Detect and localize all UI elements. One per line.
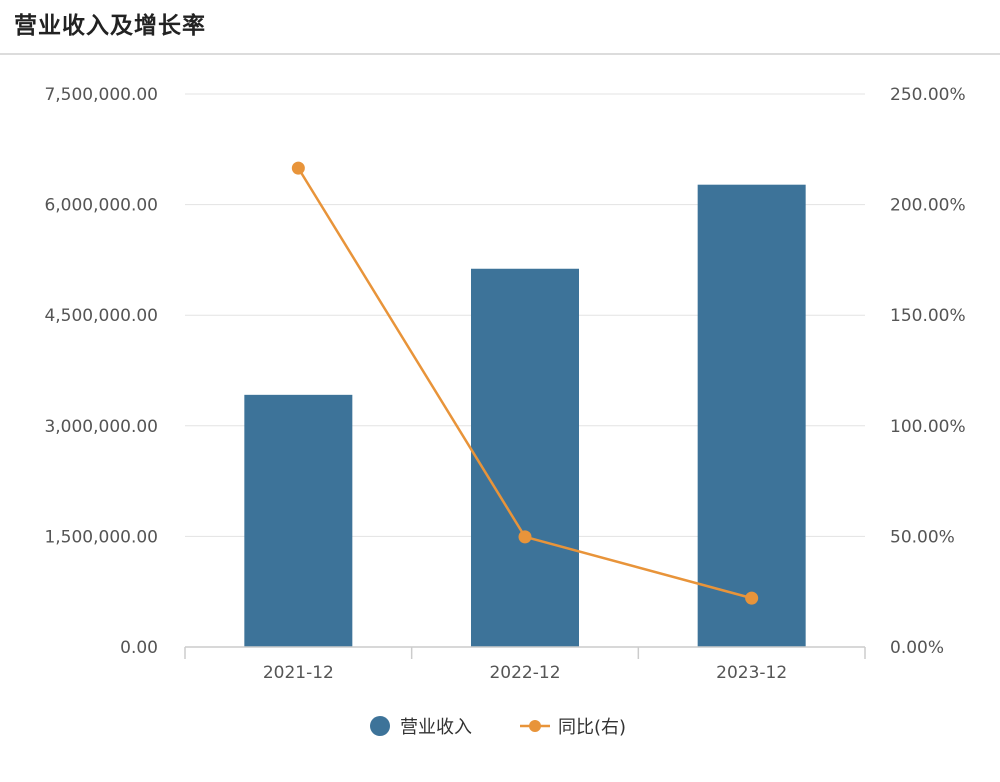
left-tick-label: 7,500,000.00	[44, 85, 158, 105]
x-tick-label: 2021-12	[263, 663, 334, 683]
chart-title: 营业收入及增长率	[14, 13, 206, 39]
bar-series	[244, 184, 806, 647]
legend-line-marker	[529, 720, 541, 732]
left-tick-label: 4,500,000.00	[44, 306, 158, 326]
bar	[471, 268, 579, 647]
left-tick-label: 1,500,000.00	[44, 527, 158, 547]
x-tick-label: 2022-12	[489, 663, 560, 683]
legend-line-label: 同比(右)	[558, 717, 626, 738]
left-axis-ticks: 0.00 1,500,000.00 3,000,000.00 4,500,000.00…	[44, 85, 158, 658]
right-tick-label: 250.00%	[890, 85, 966, 105]
line-point	[745, 591, 759, 605]
title-divider	[0, 53, 1000, 55]
right-tick-label: 200.00%	[890, 196, 966, 216]
left-tick-label: 0.00	[120, 638, 158, 658]
line-series	[291, 161, 759, 605]
x-tick-label: 2023-12	[716, 663, 787, 683]
right-tick-label: 100.00%	[890, 417, 966, 437]
left-tick-label: 3,000,000.00	[44, 417, 158, 437]
right-tick-label: 150.00%	[890, 306, 966, 326]
right-tick-label: 50.00%	[890, 527, 955, 547]
x-axis: 2021-12 2022-12 2023-12	[184, 646, 866, 683]
bar	[697, 184, 806, 647]
legend-bar-label: 营业收入	[400, 717, 472, 738]
legend-bar-swatch	[370, 716, 390, 736]
line-point	[291, 161, 305, 175]
legend: 营业收入 同比(右)	[370, 716, 626, 738]
right-tick-label: 0.00%	[890, 638, 944, 658]
bar	[244, 394, 353, 647]
left-tick-label: 6,000,000.00	[44, 196, 158, 216]
right-axis-ticks: 0.00% 50.00% 100.00% 150.00% 200.00% 250.00%	[890, 85, 966, 658]
line-point	[518, 530, 532, 544]
